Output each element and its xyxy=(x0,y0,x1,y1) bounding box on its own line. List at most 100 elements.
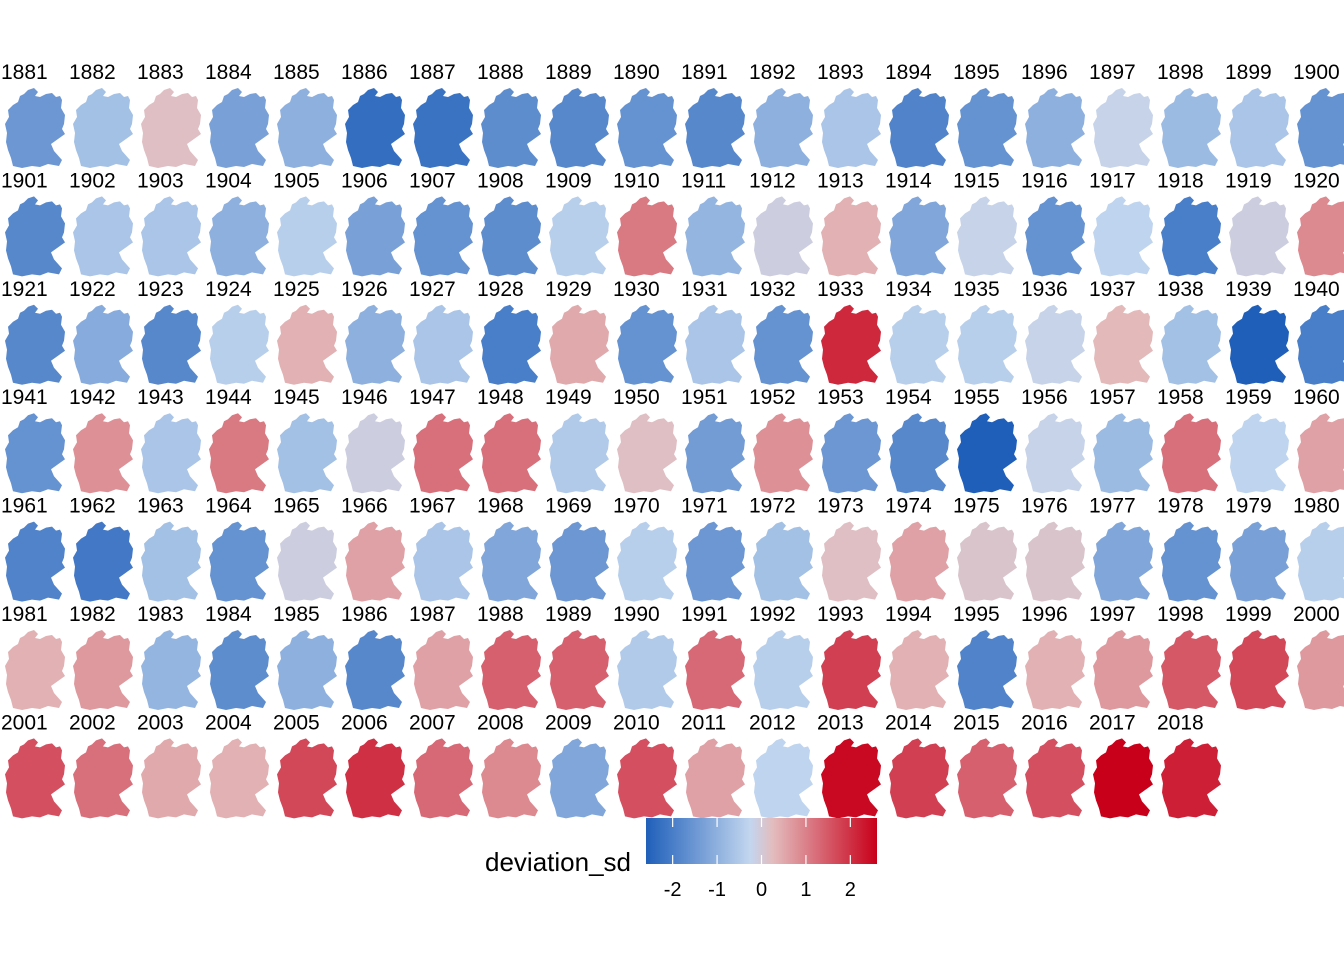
facet-map xyxy=(1229,196,1289,277)
facet-map xyxy=(957,521,1017,602)
facet-year-label: 1952 xyxy=(749,386,796,409)
facet-2011: 2011 xyxy=(681,711,745,819)
facet-map xyxy=(209,88,269,168)
facet-map xyxy=(141,521,201,602)
facet-year-label: 1885 xyxy=(273,61,320,84)
facet-map xyxy=(889,304,949,385)
facet-1941: 1941 xyxy=(1,386,65,494)
facet-map xyxy=(413,413,473,494)
facet-1912: 1912 xyxy=(749,169,813,277)
facet-map xyxy=(141,738,201,819)
facet-1886: 1886 xyxy=(341,61,405,168)
facet-year-label: 1988 xyxy=(477,603,524,626)
facet-year-label: 1883 xyxy=(137,61,184,84)
facet-map xyxy=(549,196,609,277)
facet-1964: 1964 xyxy=(205,495,269,602)
facet-1997: 1997 xyxy=(1089,603,1153,710)
facet-year-label: 1903 xyxy=(137,169,184,192)
facet-1920: 1920 xyxy=(1293,169,1344,277)
facet-year-label: 1984 xyxy=(205,603,252,626)
facet-map xyxy=(345,630,405,710)
facet-map xyxy=(209,738,269,819)
facet-map xyxy=(1161,196,1221,277)
facet-year-label: 2013 xyxy=(817,711,864,734)
facet-map xyxy=(413,196,473,277)
facet-year-label: 1968 xyxy=(477,495,524,518)
legend-tick-label: -1 xyxy=(708,879,726,901)
facet-map xyxy=(617,521,677,602)
facet-year-label: 2015 xyxy=(953,711,1000,734)
facet-map xyxy=(1297,521,1344,602)
facet-year-label: 1915 xyxy=(953,169,1000,192)
facet-map xyxy=(345,738,405,819)
legend-ticks: -2 -1 0 1 2 xyxy=(664,818,856,901)
facet-1980: 1980 xyxy=(1293,495,1344,602)
facet-year-label: 1916 xyxy=(1021,169,1068,192)
facet-year-label: 1884 xyxy=(205,61,252,84)
facet-year-label: 1921 xyxy=(1,278,48,301)
facet-map xyxy=(889,521,949,602)
facet-1926: 1926 xyxy=(341,278,405,385)
facet-map xyxy=(821,738,881,819)
facet-year-label: 1961 xyxy=(1,495,48,518)
facet-2012: 2012 xyxy=(749,711,813,819)
facet-map xyxy=(753,630,813,710)
facet-1958: 1958 xyxy=(1157,386,1221,494)
facet-1881: 1881 xyxy=(1,61,65,168)
facet-map xyxy=(1161,413,1221,494)
facet-1984: 1984 xyxy=(205,603,269,710)
facet-2003: 2003 xyxy=(137,711,201,819)
facet-map xyxy=(957,196,1017,277)
facet-1887: 1887 xyxy=(409,61,473,168)
facet-year-label: 1969 xyxy=(545,495,592,518)
facet-year-label: 1938 xyxy=(1157,278,1204,301)
facet-1995: 1995 xyxy=(953,603,1017,710)
facet-1934: 1934 xyxy=(885,278,949,385)
facet-map xyxy=(73,88,133,168)
facet-year-label: 1918 xyxy=(1157,169,1204,192)
facet-year-label: 1901 xyxy=(1,169,48,192)
facet-year-label: 1970 xyxy=(613,495,660,518)
facet-1971: 1971 xyxy=(681,495,745,602)
facet-map xyxy=(481,521,541,602)
facet-year-label: 2014 xyxy=(885,711,932,734)
facet-map xyxy=(821,88,881,168)
facet-map xyxy=(1229,413,1289,494)
facet-map xyxy=(141,413,201,494)
facet-year-label: 1958 xyxy=(1157,386,1204,409)
facet-1985: 1985 xyxy=(273,603,337,710)
facet-1892: 1892 xyxy=(749,61,813,168)
facet-1949: 1949 xyxy=(545,386,609,494)
facet-map xyxy=(413,304,473,385)
facet-year-label: 2009 xyxy=(545,711,592,734)
facet-map xyxy=(481,196,541,277)
facet-1933: 1933 xyxy=(817,278,881,385)
facet-grid: 1881 1882 1883 1884 1885 1886 1887 1888 1889 1890… xyxy=(1,61,1344,819)
facet-map xyxy=(685,196,745,277)
facet-year-label: 1940 xyxy=(1293,278,1340,301)
facet-map xyxy=(1229,521,1289,602)
facet-1925: 1925 xyxy=(273,278,337,385)
facet-year-label: 1925 xyxy=(273,278,320,301)
facet-year-label: 1955 xyxy=(953,386,1000,409)
facet-1986: 1986 xyxy=(341,603,405,710)
facet-map xyxy=(821,413,881,494)
facet-map xyxy=(141,88,201,168)
facet-map xyxy=(481,304,541,385)
facet-year-label: 1888 xyxy=(477,61,524,84)
facet-map xyxy=(277,521,337,602)
facet-1928: 1928 xyxy=(477,278,541,385)
facet-map xyxy=(209,196,269,277)
facet-1993: 1993 xyxy=(817,603,881,710)
facet-year-label: 1960 xyxy=(1293,386,1340,409)
facet-map xyxy=(549,738,609,819)
facet-map xyxy=(753,196,813,277)
facet-1910: 1910 xyxy=(613,169,677,277)
facet-year-label: 1928 xyxy=(477,278,524,301)
facet-map xyxy=(413,88,473,168)
facet-map xyxy=(277,196,337,277)
facet-1903: 1903 xyxy=(137,169,201,277)
facet-1900: 1900 xyxy=(1293,61,1344,168)
facet-map xyxy=(889,413,949,494)
facet-map xyxy=(345,196,405,277)
